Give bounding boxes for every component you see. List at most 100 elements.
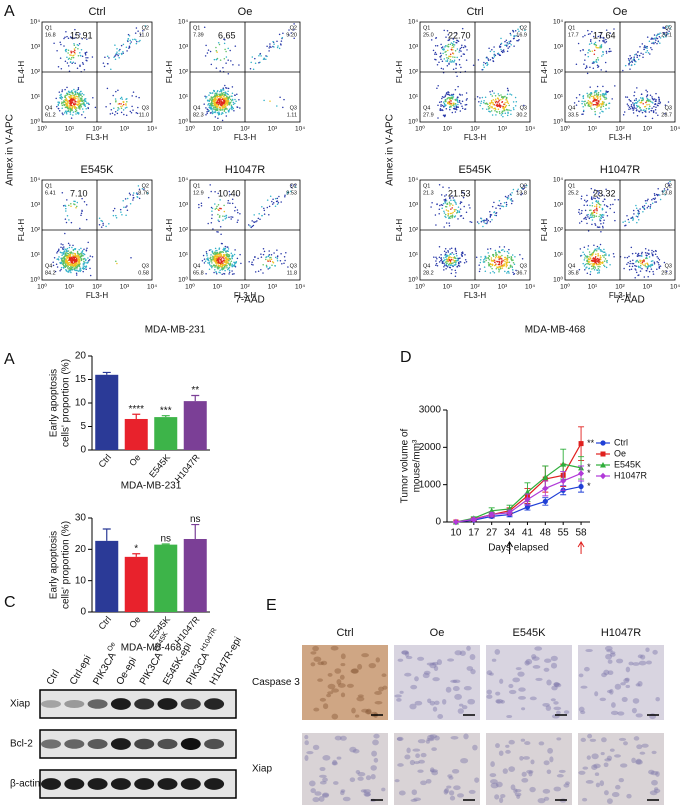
event-dot [502, 116, 504, 118]
nucleus [490, 773, 497, 777]
event-dot [444, 251, 446, 253]
event-dot [223, 205, 225, 207]
event-dot [56, 50, 58, 52]
event-dot [83, 268, 85, 270]
event-dot [488, 257, 490, 259]
event-dot [138, 185, 140, 187]
nucleus [645, 647, 649, 652]
event-dot [65, 262, 67, 264]
blot-band [134, 778, 154, 790]
event-dot [491, 49, 493, 51]
event-dot [590, 104, 592, 106]
event-dot [642, 103, 644, 105]
event-dot [53, 265, 55, 267]
event-dot [70, 266, 72, 268]
plot-title: H1047R [600, 164, 640, 176]
event-dot [206, 96, 208, 98]
event-dot [71, 259, 73, 261]
legend-label: E545K [614, 459, 641, 469]
event-dot [590, 213, 592, 215]
event-dot [211, 251, 213, 253]
event-dot [70, 61, 72, 63]
event-dot [214, 203, 216, 205]
event-dot [67, 108, 69, 110]
event-dot [486, 62, 488, 64]
event-dot [71, 57, 73, 59]
event-dot [102, 224, 104, 226]
event-dot [74, 98, 76, 100]
event-dot [220, 99, 222, 101]
event-dot [653, 112, 655, 114]
event-dot [218, 221, 220, 223]
event-dot [79, 257, 81, 259]
event-dot [593, 244, 595, 246]
event-dot [217, 108, 219, 110]
nucleus [564, 710, 569, 714]
event-dot [602, 227, 604, 229]
event-dot [499, 266, 501, 268]
event-dot [77, 252, 79, 254]
event-dot [253, 259, 255, 261]
event-dot [220, 266, 222, 268]
event-dot [587, 30, 589, 32]
event-dot [492, 255, 494, 256]
blot-band [88, 699, 108, 709]
event-dot [499, 246, 501, 248]
x-tick-label: 10² [240, 284, 250, 291]
x-tick-label: Oe [127, 452, 142, 468]
event-dot [229, 272, 231, 274]
event-dot [512, 259, 514, 261]
event-dot [73, 104, 75, 106]
x-tick-label: 10⁰ [185, 283, 195, 291]
event-dot [631, 247, 633, 249]
event-dot [448, 63, 450, 65]
event-dot [510, 33, 512, 35]
event-dot [582, 263, 584, 265]
event-dot [263, 58, 265, 60]
event-dot [514, 263, 516, 265]
event-dot [500, 94, 502, 96]
event-dot [593, 67, 595, 69]
event-dot [579, 94, 581, 96]
plot-x-label: FL3-H [464, 291, 486, 300]
nucleus [652, 650, 657, 655]
event-dot [456, 64, 458, 66]
event-dot [276, 41, 278, 43]
event-dot [71, 63, 73, 65]
event-dot [640, 263, 642, 265]
event-dot [72, 108, 74, 110]
event-dot [592, 95, 594, 97]
event-dot [473, 65, 475, 67]
x-tick-label: 10³ [120, 284, 130, 291]
event-dot [233, 108, 235, 110]
event-dot [655, 101, 657, 103]
event-dot [487, 58, 489, 60]
event-dot [441, 101, 443, 103]
x-tick-label: 10² [615, 126, 625, 133]
event-dot [606, 41, 608, 43]
blot-band [158, 739, 178, 749]
event-dot [443, 266, 445, 268]
x-tick-label: 10¹ [213, 126, 223, 133]
blot-band [41, 739, 61, 748]
event-dot [253, 221, 255, 223]
event-dot [596, 250, 598, 252]
event-dot [649, 105, 651, 107]
event-dot [85, 53, 87, 55]
nucleus [463, 733, 468, 739]
nucleus [489, 672, 494, 675]
event-dot [213, 90, 215, 92]
event-dot [269, 257, 271, 259]
event-dot [644, 276, 646, 278]
event-dot [582, 251, 584, 253]
event-dot [579, 213, 581, 215]
event-dot [281, 263, 283, 265]
event-dot [636, 102, 638, 104]
nucleus [530, 759, 534, 764]
event-dot [654, 104, 656, 106]
event-dot [591, 265, 593, 267]
event-dot [60, 57, 62, 59]
event-dot [598, 268, 600, 270]
event-dot [454, 256, 456, 258]
event-dot [56, 106, 58, 108]
